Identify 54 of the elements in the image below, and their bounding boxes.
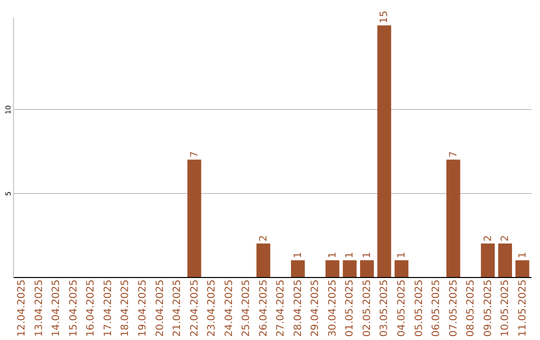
bar (290, 260, 305, 277)
x-tick-label: 26.04.2025 (258, 280, 270, 337)
x-tick-label: 11.05.2025 (517, 280, 528, 337)
x-tick-label: 15.04.2025 (68, 280, 80, 337)
data-label: 2 (500, 235, 512, 242)
x-tick-label: 01.05.2025 (344, 280, 356, 337)
data-label: 2 (482, 235, 494, 242)
data-label: 15 (379, 10, 390, 24)
x-tick-label: 20.04.2025 (154, 280, 166, 337)
x-tick-label: 28.04.2025 (292, 280, 304, 337)
bar (515, 260, 530, 277)
bar (187, 160, 202, 277)
x-tick-label: 16.04.2025 (86, 280, 97, 337)
x-tick-label: 19.04.2025 (138, 280, 148, 337)
x-tick-label: 29.04.2025 (310, 280, 322, 337)
data-label: 1 (362, 252, 373, 258)
data-label: 1 (517, 252, 528, 258)
data-label: 7 (189, 151, 200, 158)
data-label: 1 (292, 252, 304, 258)
x-tick-label: 04.05.2025 (396, 280, 408, 337)
bar (326, 260, 340, 277)
x-tick-label: 05.05.2025 (414, 280, 425, 337)
data-label: 7 (448, 151, 460, 158)
data-label: 1 (327, 252, 338, 258)
x-tick-label: 13.04.2025 (34, 280, 45, 337)
bar (446, 160, 460, 277)
bar (342, 260, 357, 277)
x-tick-label: 10.05.2025 (500, 280, 512, 337)
x-tick-label: 27.04.2025 (276, 280, 287, 337)
data-label: 2 (258, 235, 270, 242)
x-tick-label: 30.04.2025 (327, 280, 338, 337)
x-tick-label: 02.05.2025 (362, 280, 373, 337)
bar (498, 243, 512, 277)
bar (360, 260, 374, 277)
x-tick-label: 17.04.2025 (102, 280, 114, 337)
x-tick-label: 12.04.2025 (16, 280, 28, 337)
bar (377, 25, 392, 277)
x-tick-label: 23.04.2025 (206, 280, 218, 337)
x-tick-label: 07.05.2025 (448, 280, 460, 337)
x-tick-label: 09.05.2025 (482, 280, 494, 337)
x-tick-label: 14.04.2025 (51, 280, 62, 337)
bar (394, 260, 408, 277)
x-tick-label: 21.04.2025 (172, 280, 184, 337)
bar (480, 243, 495, 277)
x-tick-label: 22.04.2025 (189, 280, 200, 337)
bar (256, 243, 270, 277)
x-tick-label: 18.04.2025 (120, 280, 132, 337)
data-label: 1 (344, 252, 356, 258)
data-label: 1 (396, 252, 408, 258)
x-tick-label: 08.05.2025 (466, 280, 477, 337)
x-tick-label: 06.05.2025 (431, 280, 442, 337)
x-tick-label: 24.04.2025 (224, 280, 235, 337)
x-tick-label: 25.04.2025 (241, 280, 252, 337)
x-tick-label: 03.05.2025 (379, 280, 390, 337)
